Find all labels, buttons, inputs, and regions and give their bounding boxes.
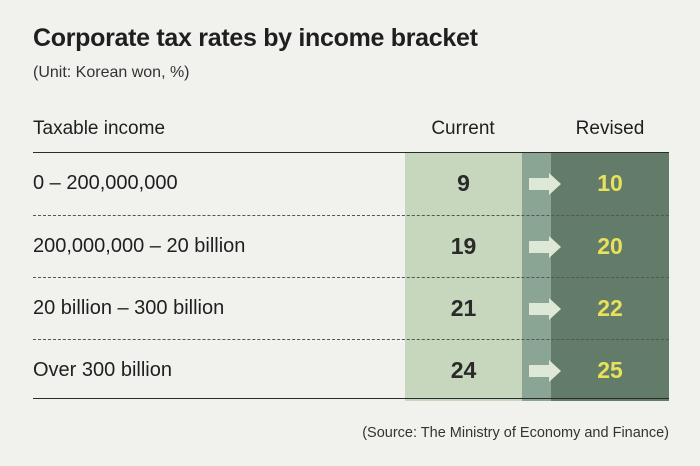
arrow-right-icon <box>529 360 561 382</box>
header-current: Current <box>431 118 495 139</box>
revised-rate-value: 22 <box>597 295 623 321</box>
table-body: 0 – 200,000,000 9 10 200,000,000 – 20 billi… <box>33 153 669 401</box>
arrow-right-icon <box>529 173 561 195</box>
table-bottom-rule <box>33 398 669 399</box>
table-row: 0 – 200,000,000 9 10 <box>33 153 669 215</box>
current-rate-value: 24 <box>450 357 477 383</box>
income-bracket-label: 20 billion – 300 billion <box>33 297 225 319</box>
revised-rate-value: 10 <box>597 170 623 196</box>
income-bracket-label: 0 – 200,000,000 <box>33 172 178 194</box>
header-taxable-income: Taxable income <box>33 118 166 139</box>
current-rate-value: 19 <box>450 233 477 259</box>
source-note: (Source: The Ministry of Economy and Fin… <box>362 425 669 441</box>
arrow-right-icon <box>529 236 561 258</box>
current-rate-value: 21 <box>450 295 477 321</box>
arrow-right-icon <box>529 298 561 320</box>
table-row: 20 billion – 300 billion 21 22 <box>33 277 669 339</box>
income-bracket-label: Over 300 billion <box>33 359 172 381</box>
revised-rate-value: 25 <box>597 357 623 383</box>
tax-rate-table: Taxable income Current Revised 0 – 200,0… <box>33 108 669 401</box>
header-revised: Revised <box>575 118 645 139</box>
table-row: Over 300 billion 24 25 <box>33 339 669 401</box>
table-row: 200,000,000 – 20 billion 19 20 <box>33 215 669 277</box>
revised-rate-value: 20 <box>597 233 623 259</box>
current-rate-value: 9 <box>457 170 470 196</box>
chart-subtitle: (Unit: Korean won, %) <box>33 64 190 81</box>
income-bracket-label: 200,000,000 – 20 billion <box>33 235 246 257</box>
chart-title: Corporate tax rates by income bracket <box>33 24 478 52</box>
table-header: Taxable income Current Revised <box>33 108 669 153</box>
